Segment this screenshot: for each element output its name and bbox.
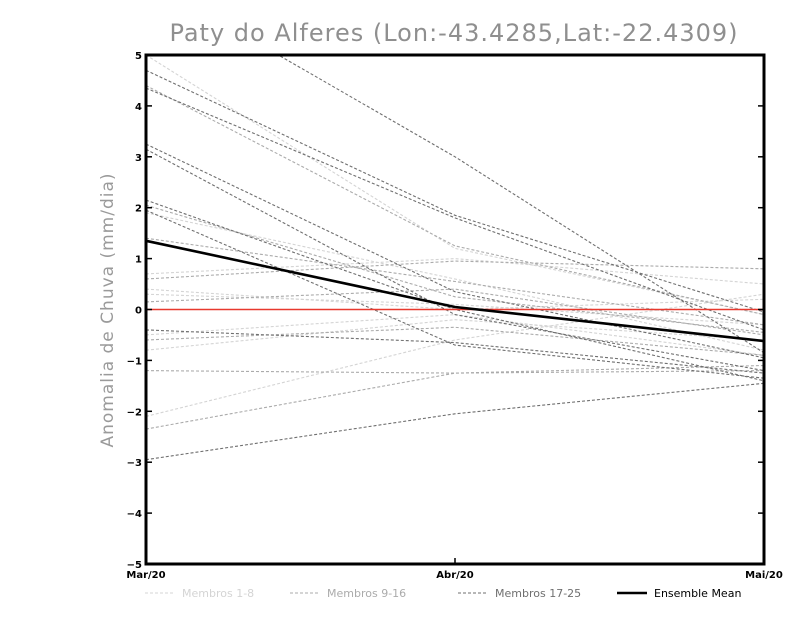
- y-tick-label: 4: [135, 102, 142, 113]
- y-tick-label: 5: [135, 51, 142, 62]
- y-tick-label: 3: [135, 153, 142, 164]
- y-tick-label: −3: [127, 458, 142, 469]
- series-line-m02: [146, 258, 764, 285]
- series-layer: [146, 55, 764, 461]
- series-line-m06: [146, 212, 764, 351]
- chart-title: Paty do Alferes (Lon:-43.4285,Lat:-22.43…: [169, 19, 738, 47]
- x-axis-ticks: Mar/20 Abr/20 Mai/20: [126, 558, 783, 581]
- series-line-m11: [146, 370, 764, 430]
- y-tick-label: −1: [127, 356, 142, 367]
- series-line-m01: [146, 55, 764, 316]
- legend-label-mean: Ensemble Mean: [654, 587, 741, 600]
- y-axis-label: Anomalia de Chuva (mm/dia): [98, 172, 118, 447]
- y-tick-label: −5: [127, 560, 142, 571]
- series-line-m05: [146, 293, 764, 326]
- series-line-m14: [146, 204, 764, 333]
- x-tick-label: Abr/20: [436, 570, 473, 581]
- legend-label-g3: Membros 17-25: [495, 587, 581, 600]
- legend-label-g2: Membros 9-16: [327, 587, 406, 600]
- y-tick-label: 2: [135, 204, 142, 215]
- series-line-m15: [146, 364, 764, 374]
- series-line-m03: [146, 293, 764, 417]
- series-line-m10: [146, 260, 764, 280]
- series-line-m16: [146, 237, 764, 326]
- series-line-m09: [146, 85, 764, 316]
- series-line-m20: [146, 148, 764, 372]
- y-tick-label: 0: [135, 306, 142, 317]
- series-line-m19: [146, 143, 764, 359]
- legend: Membros 1-8 Membros 9-16 Membros 17-25 Ense…: [145, 587, 741, 600]
- y-tick-label: −2: [127, 407, 142, 418]
- series-line-m24: [146, 382, 764, 461]
- ensemble-mean-line: [145, 239, 765, 343]
- series-line-m12: [146, 326, 764, 356]
- series-line-m25: [277, 55, 764, 354]
- series-line-m22: [146, 209, 764, 379]
- y-tick-label: −4: [127, 509, 142, 520]
- series-line-m08: [146, 314, 764, 356]
- y-tick-label: 1: [135, 255, 142, 266]
- mean-layer: [145, 239, 765, 343]
- series-line-m17: [146, 69, 764, 313]
- series-line-m18: [146, 87, 764, 331]
- series-line-m13: [146, 288, 764, 336]
- series-line-m04: [146, 319, 764, 351]
- legend-label-g1: Membros 1-8: [182, 587, 254, 600]
- y-axis-ticks: 5 4 3 2 1 0 −1 −2 −3 −4 −5: [127, 51, 764, 571]
- series-line-m23: [146, 329, 764, 374]
- series-line-m07: [146, 288, 764, 311]
- x-tick-label: Mai/20: [745, 570, 783, 581]
- x-tick-label: Mar/20: [126, 570, 165, 581]
